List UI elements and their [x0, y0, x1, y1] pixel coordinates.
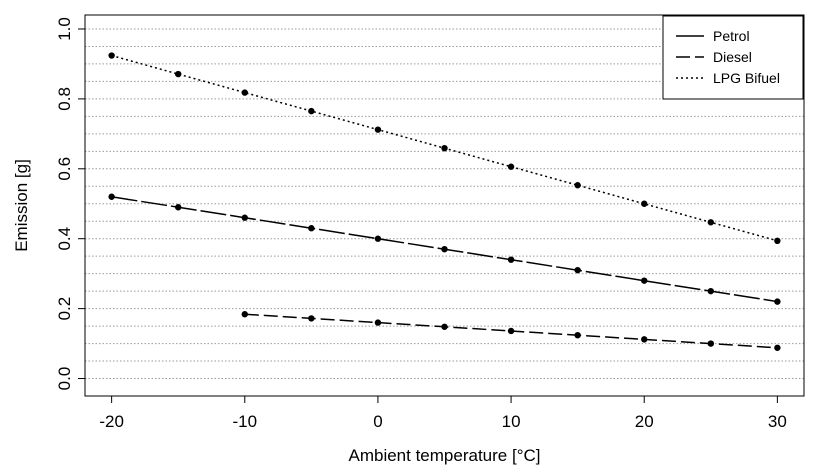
y-tick-label: 0.6 [55, 157, 74, 181]
data-point-lpg-bifuel [774, 237, 781, 245]
data-point-diesel [507, 327, 515, 335]
data-point-diesel [441, 323, 448, 330]
x-axis: -20 -10 0 10 20 30 [99, 396, 787, 431]
y-axis-title: Emission [g] [12, 159, 31, 252]
data-point-petrol [175, 204, 182, 211]
x-tick-label: 20 [635, 412, 654, 431]
data-points [108, 52, 781, 351]
legend-label-petrol: Petrol [713, 28, 750, 44]
y-tick-label: 0.2 [55, 297, 74, 321]
x-tick-label: 0 [373, 412, 382, 431]
legend-label-lpg-bifuel: LPG Bifuel [713, 70, 780, 86]
data-point-lpg-bifuel [374, 126, 382, 133]
data-point-diesel [641, 336, 648, 343]
data-point-lpg-bifuel [707, 219, 714, 226]
data-point-lpg-bifuel [507, 163, 515, 170]
data-point-diesel [374, 319, 382, 326]
data-point-petrol [574, 266, 581, 274]
data-point-petrol [707, 287, 714, 295]
data-point-petrol [374, 235, 382, 242]
legend: Petrol Diesel LPG Bifuel [662, 15, 804, 100]
x-axis-title: Ambient temperature [°C] [349, 446, 541, 465]
data-point-lpg-bifuel [175, 70, 182, 78]
plot-frame [84, 14, 805, 397]
data-point-petrol [507, 256, 515, 263]
data-point-lpg-bifuel [574, 182, 581, 189]
y-tick-label: 0.0 [55, 367, 74, 391]
data-point-diesel [574, 331, 581, 339]
x-tick-label: -10 [232, 412, 257, 431]
y-tick-label: 1.0 [55, 17, 74, 41]
y-tick-label: 0.4 [55, 227, 74, 251]
data-point-diesel [241, 311, 248, 318]
legend-label-diesel: Diesel [713, 49, 752, 65]
data-point-lpg-bifuel [641, 200, 648, 207]
data-point-petrol [774, 298, 781, 305]
y-tick-label: 0.8 [55, 87, 74, 111]
x-tick-label: 10 [502, 412, 521, 431]
data-point-lpg-bifuel [308, 107, 315, 115]
data-point-petrol [241, 214, 248, 221]
y-axis: 0.0 0.2 0.4 0.6 0.8 1.0 [55, 17, 85, 390]
data-point-petrol [108, 193, 115, 200]
data-point-petrol [308, 225, 315, 232]
x-tick-label: 30 [768, 412, 787, 431]
data-point-petrol [641, 277, 648, 284]
x-tick-label: -20 [99, 412, 124, 431]
data-point-diesel [707, 340, 714, 347]
data-point-petrol [441, 245, 448, 253]
data-point-diesel [308, 315, 315, 322]
data-point-lpg-bifuel [441, 144, 448, 152]
data-point-lpg-bifuel [241, 89, 248, 96]
data-point-lpg-bifuel [108, 52, 115, 59]
data-point-diesel [774, 344, 781, 351]
